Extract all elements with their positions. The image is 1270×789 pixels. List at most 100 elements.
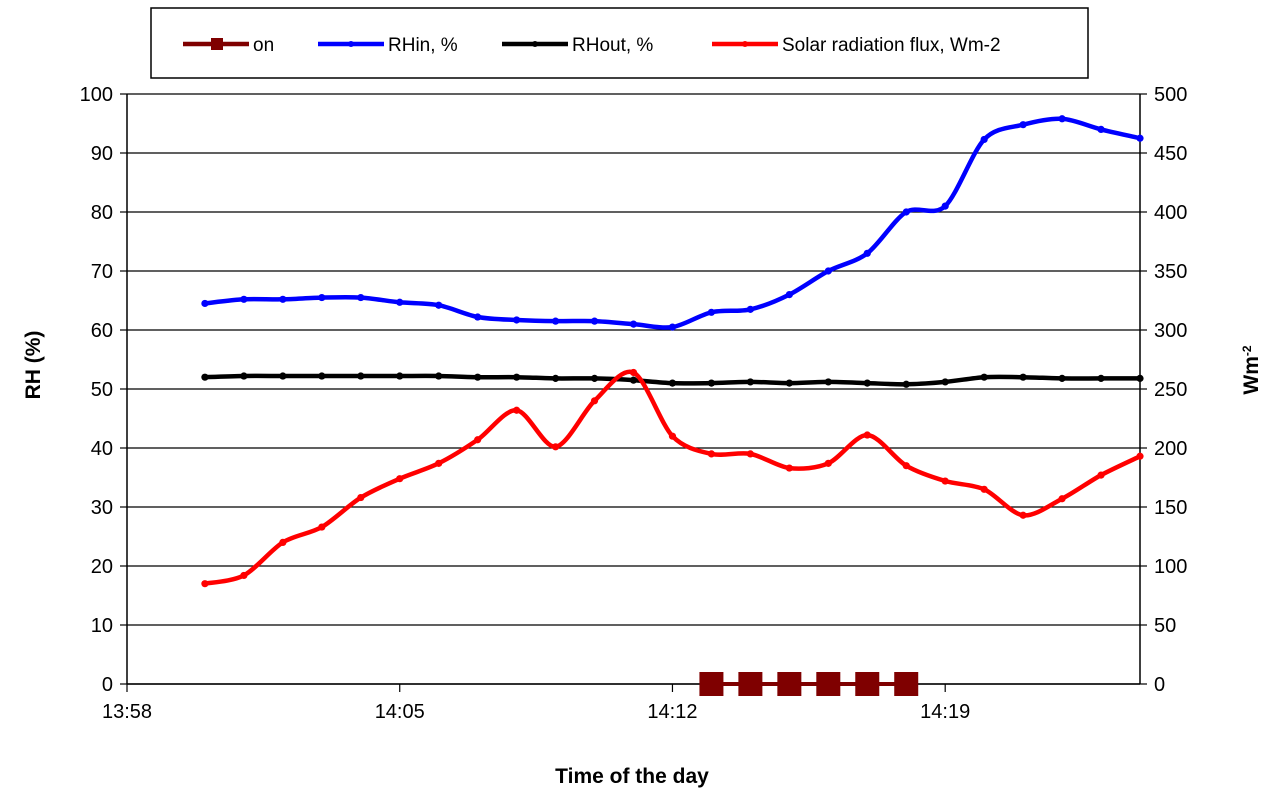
legend: on RHin, % RHout, % Solar radiation flux, W… xyxy=(150,7,1089,79)
data-point-rhout xyxy=(746,378,754,386)
right-tick-label: 0 xyxy=(1154,674,1165,696)
grid-lines xyxy=(127,93,1140,685)
legend-item-rhout: RHout, % xyxy=(502,35,653,56)
data-point-on xyxy=(855,672,880,696)
data-point-rhin xyxy=(941,202,949,210)
x-axis-ticks: 13:58 14:05 14:12 14:19 xyxy=(102,684,970,723)
data-point-rhout xyxy=(201,373,209,381)
data-point-rhin xyxy=(1019,121,1027,129)
data-point-rhout xyxy=(1019,373,1027,381)
data-point-rhin xyxy=(318,293,326,302)
data-point-rhin xyxy=(746,305,754,313)
data-point-solar-radiation-flux-wm-2 xyxy=(746,450,754,458)
x-tick-label: 13:58 xyxy=(102,701,152,723)
series-on xyxy=(699,672,919,696)
data-point-rhin xyxy=(980,135,988,144)
data-point-rhout xyxy=(396,372,404,380)
data-point-rhout xyxy=(240,372,248,380)
data-point-solar-radiation-flux-wm-2 xyxy=(474,436,482,444)
data-point-solar-radiation-flux-wm-2 xyxy=(902,462,910,470)
series-line-solar-radiation-flux-wm-2 xyxy=(202,369,1143,586)
data-point-on xyxy=(816,672,841,696)
right-axis-title-base: Wm xyxy=(1240,356,1263,395)
data-point-rhout xyxy=(513,373,521,381)
data-point-rhout xyxy=(1136,374,1144,382)
data-point-solar-radiation-flux-wm-2 xyxy=(629,368,638,377)
data-point-solar-radiation-flux-wm-2 xyxy=(396,475,404,483)
left-tick-label: 10 xyxy=(91,615,113,637)
right-tick-label: 100 xyxy=(1154,556,1187,578)
legend-box xyxy=(150,7,1089,79)
right-tick-label: 50 xyxy=(1154,615,1176,637)
data-point-rhin xyxy=(1097,125,1105,133)
legend-marker xyxy=(532,41,538,47)
right-tick-label: 350 xyxy=(1154,261,1187,283)
data-point-rhin xyxy=(668,323,677,331)
series-layer xyxy=(201,115,1144,696)
data-point-rhin xyxy=(551,317,560,325)
data-point-rhin xyxy=(785,291,793,299)
right-axis-title: Wm-2 xyxy=(1240,345,1263,394)
data-point-rhin xyxy=(201,299,209,308)
data-point-rhout xyxy=(629,376,638,384)
data-point-rhout xyxy=(668,379,677,387)
data-point-rhout xyxy=(785,379,793,387)
right-tick-label: 500 xyxy=(1154,84,1187,106)
legend-marker xyxy=(742,41,748,47)
data-point-rhout xyxy=(279,372,287,380)
left-axis-title: RH (%) xyxy=(22,331,45,400)
data-point-rhin xyxy=(474,313,482,321)
data-point-rhout xyxy=(551,374,560,382)
data-point-rhout xyxy=(590,374,599,382)
data-point-solar-radiation-flux-wm-2 xyxy=(551,443,560,451)
legend-item-solar-radiation-flux-wm-2: Solar radiation flux, Wm-2 xyxy=(712,35,1001,56)
right-axis-title-sup: -2 xyxy=(1240,345,1254,356)
data-point-solar-radiation-flux-wm-2 xyxy=(863,431,871,439)
data-point-solar-radiation-flux-wm-2 xyxy=(513,406,521,414)
data-point-rhin xyxy=(824,267,832,275)
data-point-rhout xyxy=(707,379,716,387)
data-point-solar-radiation-flux-wm-2 xyxy=(279,538,287,547)
data-point-solar-radiation-flux-wm-2 xyxy=(1136,452,1144,460)
right-tick-label: 150 xyxy=(1154,497,1187,519)
data-point-rhout xyxy=(435,372,443,380)
data-point-rhin xyxy=(629,320,638,328)
data-point-rhout xyxy=(1058,374,1066,382)
data-point-solar-radiation-flux-wm-2 xyxy=(941,477,949,485)
data-point-rhin xyxy=(396,298,404,306)
x-axis-title: Time of the day xyxy=(555,765,709,788)
x-tick-label: 14:19 xyxy=(920,701,970,723)
left-tick-label: 20 xyxy=(91,556,113,578)
left-tick-label: 0 xyxy=(102,674,113,696)
data-point-rhin xyxy=(513,316,521,324)
data-point-rhin xyxy=(590,317,599,325)
data-point-solar-radiation-flux-wm-2 xyxy=(201,580,209,588)
data-point-solar-radiation-flux-wm-2 xyxy=(1019,511,1027,519)
data-point-on xyxy=(894,672,919,696)
data-point-rhout xyxy=(902,380,910,388)
left-tick-label: 60 xyxy=(91,320,113,342)
right-axis-ticks: 0 50 100 150 200 250 300 350 400 450 500 xyxy=(1140,84,1187,696)
data-point-rhout xyxy=(824,378,832,386)
left-tick-label: 50 xyxy=(91,379,113,401)
data-point-solar-radiation-flux-wm-2 xyxy=(824,459,832,467)
data-point-on xyxy=(699,672,724,696)
data-point-rhin xyxy=(863,249,871,257)
data-point-rhout xyxy=(318,372,326,380)
data-point-solar-radiation-flux-wm-2 xyxy=(1058,495,1066,503)
left-tick-label: 40 xyxy=(91,438,113,460)
data-point-solar-radiation-flux-wm-2 xyxy=(435,459,443,467)
data-point-solar-radiation-flux-wm-2 xyxy=(980,485,988,493)
data-point-solar-radiation-flux-wm-2 xyxy=(357,493,365,502)
data-point-rhin xyxy=(357,293,365,302)
left-tick-label: 100 xyxy=(80,84,113,106)
x-tick-label: 14:12 xyxy=(647,701,697,723)
x-tick-label: 14:05 xyxy=(375,701,425,723)
data-point-solar-radiation-flux-wm-2 xyxy=(1097,471,1105,479)
data-point-rhin xyxy=(240,295,248,303)
legend-label: Solar radiation flux, Wm-2 xyxy=(782,35,1001,56)
data-point-rhout xyxy=(941,378,949,386)
legend-marker xyxy=(348,41,354,47)
right-tick-label: 400 xyxy=(1154,202,1187,224)
legend-label: on xyxy=(253,35,274,56)
